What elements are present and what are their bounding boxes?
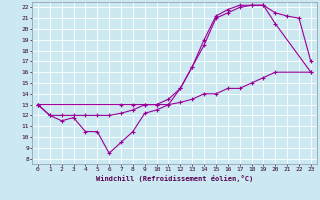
X-axis label: Windchill (Refroidissement éolien,°C): Windchill (Refroidissement éolien,°C) (96, 175, 253, 182)
